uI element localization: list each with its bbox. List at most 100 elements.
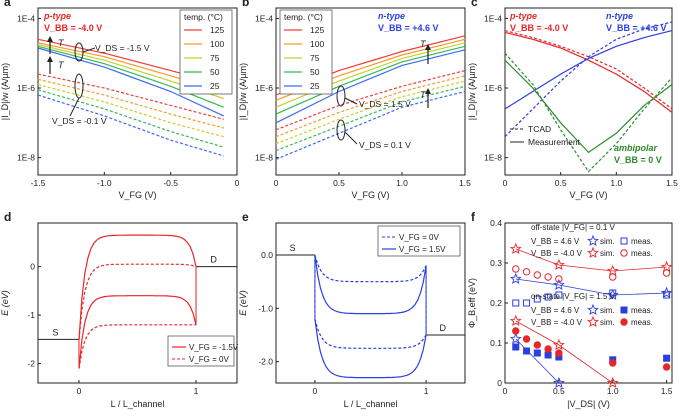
panel-a-vds-high-label: V_DS = -1.5 V [95, 43, 150, 53]
panel-b-vds-low-label: V_DS = 0.1 V [359, 140, 411, 150]
panel-a-line-vds-low-75 [37, 83, 224, 138]
panel-b-line-vds-high-50 [275, 45, 466, 115]
panel-f-point [609, 359, 617, 367]
panel-d-xtick-label: 1 [194, 386, 199, 396]
panel-c-legend-tcad: TCAD [528, 124, 551, 134]
panel-e-xtick-label: 0 [313, 386, 318, 396]
panel-b-ellipse-low [336, 119, 346, 141]
panel-f-legend-marker-meas [620, 249, 628, 257]
panel-f-point [533, 349, 541, 357]
panel-f-xtick-label: 1.5 [661, 386, 673, 396]
panel-f-point [660, 286, 673, 298]
panel-f-legend-marker-meas [620, 237, 628, 245]
panel-a-type-label: p-type [43, 11, 71, 21]
panel-f-ytick-label: 0 [497, 378, 502, 388]
panel-b-line-vds-low-125 [275, 70, 466, 131]
panel-e-band-lower-1 [314, 318, 427, 379]
panel-b-line-vds-low-50 [275, 85, 466, 152]
panel-d-legend-label: V_FG = 0V [189, 355, 229, 364]
panel-f-point [662, 269, 671, 277]
panel-f-point [609, 273, 617, 281]
panel-d-ytick-label: -2 [27, 359, 35, 369]
panel-f-legend-marker-sim [587, 246, 599, 258]
panel-f-point [522, 335, 531, 343]
panel-f-point [544, 273, 552, 281]
panel-f-point [512, 299, 520, 307]
panel-c-xtick-label: 0.5 [555, 178, 567, 188]
panel-d-panel-letter: d [4, 210, 11, 224]
panel-a-frame [37, 7, 238, 176]
panel-b-legend-box [279, 9, 333, 95]
panel-f-point [555, 275, 563, 283]
panel-f-point [512, 327, 520, 335]
panel-a-ylabel: |I_D|/w (A/µm) [0, 63, 10, 120]
panel-d-band-lower-1 [78, 324, 196, 369]
panel-a-ellipse-low [74, 73, 84, 99]
panel-f-ytick-label: 0.4 [490, 218, 502, 228]
panel-b-legend-label: 75 [310, 53, 320, 63]
panel-f-legend-meas: meas. [631, 237, 653, 246]
panel-c-pbias-label: V_BB = -4.0 V [510, 23, 568, 33]
panel-c-xtick-label: 1.5 [666, 178, 678, 188]
panel-c-xtick-label: 0 [503, 178, 508, 188]
panel-f-point [512, 343, 520, 351]
panel-f-sim-line [515, 278, 667, 296]
panel-c-ambi-bias-label: V_BB = 0 V [614, 155, 662, 165]
panel-d-band-upper-1 [78, 263, 197, 340]
panel-f-frame [504, 222, 673, 384]
panel-f-point [533, 341, 542, 349]
panel-e-frame [275, 222, 466, 384]
panel-f-legend-marker-sim [587, 303, 599, 315]
panel-b-legend-label: 25 [310, 81, 320, 91]
panel-b-pointer [344, 131, 358, 145]
panel-b-xtick-label: 1.5 [459, 178, 471, 188]
panel-f-point [533, 271, 542, 279]
panel-f-point [509, 332, 522, 344]
panel-c-legend-meas: Measurement [528, 137, 581, 147]
panel-f-point [609, 289, 617, 297]
panel-e-band-lower-0 [314, 318, 427, 349]
panel-f-point [663, 291, 671, 299]
panel-d-drain-label: D [210, 255, 217, 265]
panel-e-ylabel: E (eV) [238, 290, 248, 316]
panel-f-legend-bias: V_BB = -4.0 V [531, 318, 583, 327]
panel-f-point [552, 258, 565, 270]
panel-f-xtick-label: 0 [503, 386, 508, 396]
panel-c-ytick-label: 1E-6 [484, 83, 502, 93]
panel-b-xtick-label: 0.5 [333, 178, 345, 188]
panel-e-legend-box [377, 225, 461, 257]
panel-c-frame [504, 7, 673, 176]
panel-d-legend-label: V_FG = -1.5V [189, 343, 239, 352]
panel-d-ytick-label: 0 [30, 262, 35, 272]
panel-f-point [606, 288, 619, 300]
panel-a-temp-arrowhead [47, 36, 53, 42]
panel-c-meas-ambipolar [504, 59, 673, 154]
panel-c-meas-n-type [504, 30, 673, 110]
panel-f-point [606, 376, 619, 388]
panel-f-group-off: off-state |V_FG| = 0.1 V [531, 223, 615, 232]
panel-f-point [509, 314, 522, 326]
panel-d-ytick-label: -1 [27, 310, 35, 320]
panel-e-drain-label: D [440, 323, 447, 333]
panel-f-legend-meas: meas. [631, 306, 653, 315]
panel-a-ytick-label: 1E-6 [17, 83, 35, 93]
panel-f-point [552, 278, 565, 290]
panel-b-ylabel: |I_D|/w (A/µm) [238, 63, 248, 120]
panel-c-ptype-label: p-type [509, 11, 537, 21]
panel-f-point [522, 268, 531, 276]
panel-c-ylabel: |I_D|/w (A/µm) [467, 63, 477, 120]
panel-f-legend-sim: sim. [600, 249, 615, 258]
panel-a-legend-label: 25 [210, 81, 220, 91]
panel-b-legend-label: 100 [310, 39, 324, 49]
panel-c-ytick-label: 1E-4 [484, 13, 502, 23]
panel-f-sim-line [515, 320, 613, 384]
panel-a-legend-box [179, 9, 233, 95]
panel-f-point [523, 347, 531, 355]
panel-e-legend-label: V_FG = 0V [399, 233, 439, 242]
panel-a-legend-label: 50 [210, 67, 220, 77]
panel-f-point [662, 363, 671, 371]
panel-b-legend-label: 125 [310, 25, 324, 35]
panel-a-ytick-label: 1E-8 [17, 153, 35, 163]
panel-a-legend-title: temp. (°C) [184, 12, 223, 22]
